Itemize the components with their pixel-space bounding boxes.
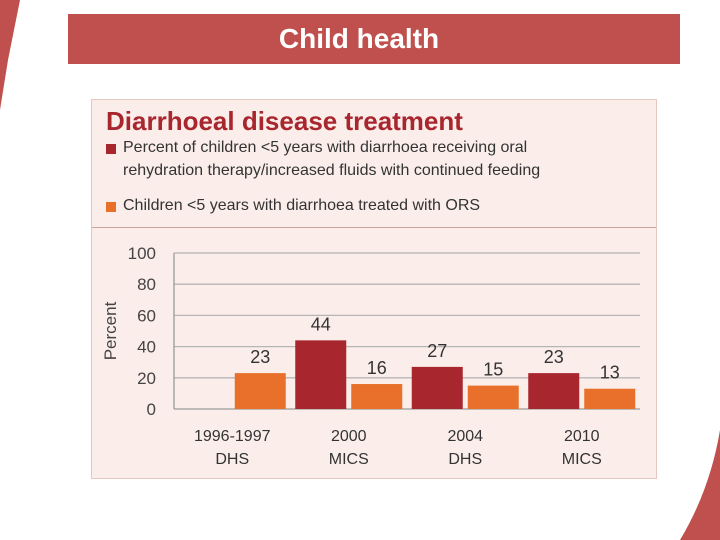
data-label: 27 — [427, 341, 447, 361]
x-tick-label: DHS — [215, 451, 249, 468]
legend-label: Percent of children <5 years with diarrh… — [123, 139, 541, 179]
slide-title-banner: Child health — [68, 14, 680, 64]
bar — [351, 384, 403, 409]
y-tick-label: 80 — [137, 275, 156, 294]
data-label: 15 — [483, 360, 503, 380]
chart-title: Diarrhoeal disease treatment — [106, 106, 463, 136]
y-tick-label: 40 — [137, 338, 156, 357]
legend-swatch — [106, 144, 116, 154]
data-label: 44 — [311, 314, 331, 334]
legend-swatch — [106, 202, 116, 212]
legend-item: Children <5 years with diarrhoea treated… — [106, 197, 583, 217]
corner-decoration — [0, 0, 20, 110]
slide-title: Child health — [278, 23, 440, 54]
x-tick-label: DHS — [448, 451, 482, 468]
y-tick-label: 60 — [137, 306, 156, 325]
x-tick-label: 2010 — [564, 428, 600, 445]
chart-header: Diarrhoeal disease treatment Percent of … — [92, 100, 656, 228]
x-tick-label: 1996-1997 — [194, 428, 271, 445]
y-axis-label: Percent — [101, 301, 120, 360]
chart-panel: Diarrhoeal disease treatment Percent of … — [91, 99, 657, 479]
data-label: 13 — [600, 363, 620, 383]
bar — [234, 373, 286, 409]
bar — [528, 373, 580, 409]
legend-item: Percent of children <5 years with diarrh… — [106, 139, 583, 182]
bar-chart: 0 20 40 60 80 100 Percent 23 1996-1997 DHS 44 16 200… — [101, 244, 640, 468]
bar — [295, 340, 347, 409]
x-tick-label: 2004 — [447, 428, 483, 445]
data-label: 16 — [367, 358, 387, 378]
x-tick-label: MICS — [329, 451, 369, 468]
y-tick-label: 100 — [128, 244, 156, 263]
x-tick-label: MICS — [562, 451, 602, 468]
y-tick-label: 20 — [137, 369, 156, 388]
x-tick-label: 2000 — [331, 428, 367, 445]
bar — [411, 366, 463, 409]
data-label: 23 — [250, 347, 270, 367]
bar — [467, 385, 519, 409]
legend-label: Children <5 years with diarrhoea treated… — [123, 197, 481, 214]
corner-decoration — [680, 430, 720, 540]
y-tick-label: 0 — [147, 400, 156, 419]
data-label: 23 — [544, 347, 564, 367]
bar — [584, 388, 636, 409]
